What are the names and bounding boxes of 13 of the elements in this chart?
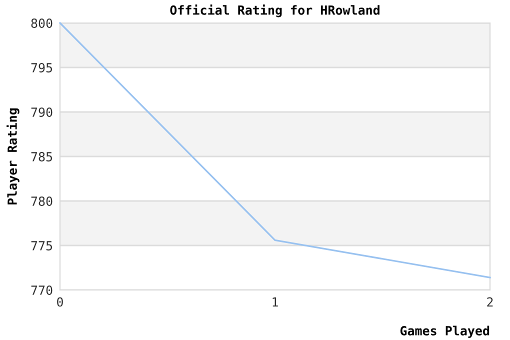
- x-axis-title: Games Played: [400, 326, 490, 338]
- y-tick-label: 775: [31, 241, 52, 250]
- y-tick-label: 790: [31, 108, 52, 117]
- y-tick-label: 780: [31, 196, 52, 206]
- y-tick-label: 785: [31, 152, 52, 162]
- y-axis-title: Player Rating: [6, 108, 20, 204]
- y-tick-label: 800: [31, 18, 52, 28]
- y-tick-label: 795: [31, 63, 52, 72]
- x-tick-label: 1: [272, 297, 278, 307]
- y-tick-label: 770: [31, 286, 52, 295]
- x-tick-label: 2: [487, 297, 493, 307]
- x-tick-label: 0: [57, 297, 63, 307]
- chart-title: Official Rating for HRowland: [170, 4, 380, 18]
